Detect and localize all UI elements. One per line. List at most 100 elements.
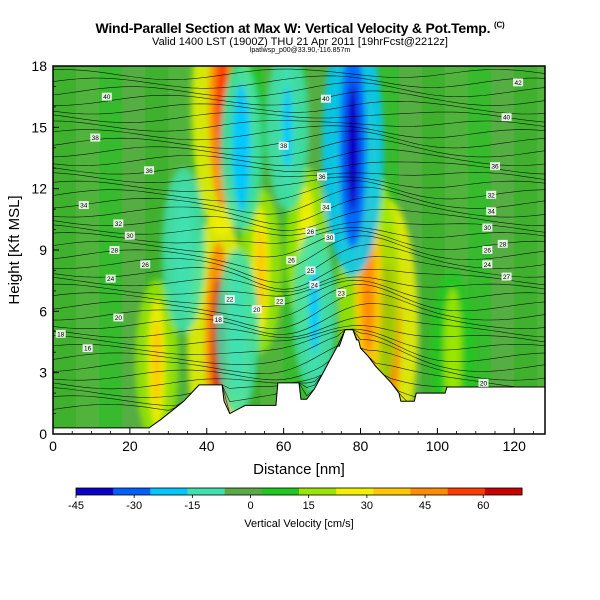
contour-label: 24 — [309, 280, 320, 289]
contour-label: 34 — [486, 207, 497, 216]
contour-label: 36 — [490, 162, 501, 171]
isentrope-line — [53, 82, 545, 98]
isentrope-line — [53, 230, 545, 258]
contour-label: 34 — [320, 203, 331, 212]
contour-label: 34 — [78, 201, 89, 210]
svg-text:-30: -30 — [126, 500, 142, 512]
svg-text:18: 18 — [215, 317, 223, 324]
svg-text:45: 45 — [419, 500, 431, 512]
colorbar-tick: 45 — [419, 495, 431, 512]
contour-label: 36 — [317, 172, 328, 181]
svg-text:0: 0 — [49, 438, 57, 454]
colorbar-segment — [484, 488, 523, 495]
colorbar-tick: 30 — [361, 495, 373, 512]
svg-text:100: 100 — [426, 438, 450, 454]
isentrope-line — [53, 227, 545, 244]
isentrope-line — [53, 303, 545, 335]
isentrope-line — [53, 256, 545, 290]
y-axis-ticks: 0 3 6 9 12 15 18 — [31, 58, 59, 442]
y-tick: 18 — [31, 58, 59, 74]
x-tick: 40 — [199, 428, 215, 454]
svg-text:15: 15 — [31, 119, 47, 135]
svg-text:24: 24 — [107, 276, 115, 283]
contour-label: 30 — [324, 233, 335, 242]
svg-text:28: 28 — [111, 248, 119, 255]
isentrope-line — [53, 138, 545, 158]
svg-text:26: 26 — [288, 258, 296, 265]
svg-text:12: 12 — [31, 181, 47, 197]
colorbar-segment — [187, 488, 226, 495]
contour-label: 26 — [286, 256, 297, 265]
svg-text:18: 18 — [31, 58, 47, 74]
contour-label: 28 — [109, 246, 120, 255]
contour-label: 20 — [113, 313, 124, 322]
isentrope-line — [53, 328, 545, 355]
isentrope-line — [53, 279, 545, 307]
svg-text:40: 40 — [322, 96, 330, 103]
isentrope-line — [53, 120, 545, 132]
x-tick: 0 — [49, 428, 57, 454]
svg-text:32: 32 — [488, 192, 496, 199]
isentrope-line — [53, 149, 545, 166]
chart-subtitle-2: lpatlwsp_p00@33.90,-116.857m — [249, 47, 351, 54]
colorbar-tick: -45 — [68, 495, 84, 512]
svg-text:-45: -45 — [68, 500, 84, 512]
updraft-core — [152, 321, 162, 404]
isentrope-line — [53, 283, 545, 320]
colorbar-segment — [261, 488, 300, 495]
x-tick: 120 — [503, 428, 526, 454]
x-tick: 60 — [276, 428, 292, 454]
svg-text:34: 34 — [80, 203, 88, 210]
isentrope-line — [53, 111, 545, 123]
svg-text:30: 30 — [484, 225, 492, 232]
background-band — [537, 66, 545, 434]
svg-text:34: 34 — [322, 205, 330, 212]
svg-text:28: 28 — [499, 241, 507, 248]
colorbar-tick: -15 — [184, 495, 200, 512]
svg-text:27: 27 — [503, 274, 511, 281]
isentrope-line — [53, 329, 545, 365]
colorbar-segment — [299, 488, 337, 495]
background-band — [491, 66, 515, 434]
svg-text:15: 15 — [303, 500, 315, 512]
svg-text:30: 30 — [361, 500, 373, 512]
contour-label: 27 — [501, 272, 512, 281]
svg-text:20: 20 — [115, 315, 123, 322]
isentrope-line — [53, 235, 545, 272]
isentrope-line — [53, 244, 545, 283]
svg-text:40: 40 — [503, 115, 511, 122]
svg-text:16: 16 — [84, 346, 92, 353]
x-tick: 20 — [122, 428, 138, 454]
colorbar-tick: -30 — [126, 495, 142, 512]
background-band — [514, 66, 538, 434]
terrain — [53, 329, 545, 434]
contour-label: 20 — [251, 305, 262, 314]
isentrope-line — [53, 329, 545, 381]
svg-text:24: 24 — [484, 262, 492, 269]
contour-label: 18 — [213, 315, 224, 324]
contour-label: 30 — [124, 231, 135, 240]
colorbar-segment — [410, 488, 449, 495]
isentrope-line — [53, 75, 545, 89]
contour-label: 32 — [113, 219, 124, 228]
svg-text:0: 0 — [39, 426, 47, 442]
updraft-core — [448, 310, 458, 394]
svg-text:-15: -15 — [184, 500, 200, 512]
svg-text:18: 18 — [57, 331, 65, 338]
svg-text:26: 26 — [307, 229, 315, 236]
contour-label: 38 — [90, 133, 101, 142]
svg-text:3: 3 — [39, 365, 47, 381]
contour-label: 38 — [278, 141, 289, 150]
isentrope-line — [53, 325, 545, 347]
contour-label: 26 — [140, 260, 151, 269]
svg-text:36: 36 — [491, 164, 499, 171]
colorbar: -45 -30 -15 0 15 30 45 60 — [68, 487, 523, 512]
svg-text:24: 24 — [311, 282, 319, 289]
svg-text:9: 9 — [39, 242, 47, 258]
background-band — [76, 66, 100, 434]
contour-label: 40 — [101, 92, 112, 101]
svg-text:40: 40 — [199, 438, 215, 454]
svg-text:25: 25 — [307, 268, 315, 275]
isentrope-line — [53, 90, 545, 106]
